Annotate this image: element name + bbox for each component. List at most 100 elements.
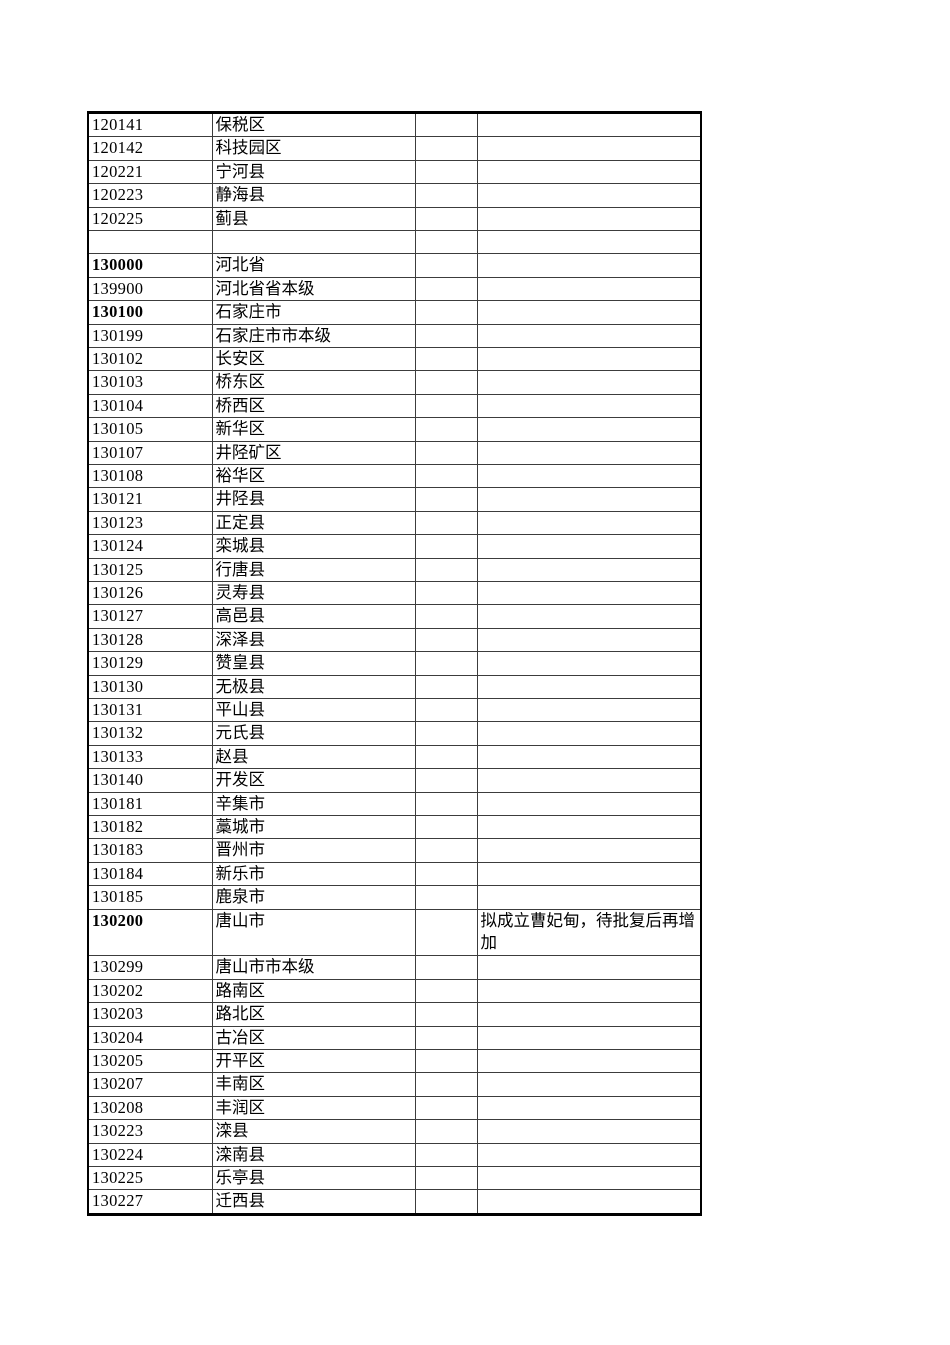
blank-cell — [414, 721, 478, 746]
code-cell: 130223 — [87, 1119, 213, 1144]
note-cell — [476, 463, 702, 489]
code-cell: 130299 — [87, 955, 213, 980]
table-row: 130182 藁城市 — [87, 815, 702, 840]
note-cell — [476, 300, 702, 325]
note-cell — [476, 838, 702, 863]
code-cell: 130126 — [87, 581, 213, 606]
code-cell: 120221 — [87, 159, 213, 185]
table-row: 130131 平山县 — [87, 698, 702, 723]
note-cell — [476, 510, 702, 536]
table-row: 130183 晋州市 — [87, 838, 702, 863]
name-cell: 静海县 — [211, 183, 416, 208]
table-row-empty — [87, 230, 702, 255]
table-row: 130105 新华区 — [87, 417, 702, 442]
note-cell — [476, 674, 702, 700]
note-cell — [476, 768, 702, 793]
table-row: 130124 栾城县 — [87, 534, 702, 559]
note-cell — [476, 417, 702, 442]
blank-cell — [414, 861, 478, 887]
name-cell: 裕华区 — [211, 463, 416, 489]
blank-cell — [414, 206, 478, 232]
name-cell: 丰润区 — [211, 1095, 416, 1121]
note-cell — [476, 698, 702, 723]
blank-cell — [414, 1165, 478, 1191]
name-cell: 桥东区 — [211, 370, 416, 395]
note-cell — [476, 111, 702, 138]
name-cell: 丰南区 — [211, 1072, 416, 1097]
code-cell: 130127 — [87, 604, 213, 629]
table-row: 130223 滦县 — [87, 1119, 702, 1144]
table-row: 130181 辛集市 — [87, 791, 702, 817]
note-cell — [476, 721, 702, 746]
name-cell: 乐亭县 — [211, 1165, 416, 1191]
code-cell: 130121 — [87, 487, 213, 512]
code-cell: 130185 — [87, 885, 213, 910]
code-cell: 130105 — [87, 417, 213, 442]
blank-cell — [414, 346, 478, 372]
blank-cell — [414, 159, 478, 185]
code-cell: 130129 — [87, 651, 213, 676]
blank-cell — [414, 651, 478, 676]
note-cell — [476, 440, 702, 465]
name-cell: 井陉矿区 — [211, 440, 416, 465]
note-cell — [476, 206, 702, 232]
name-cell: 古冶区 — [211, 1025, 416, 1050]
code-cell: 130225 — [87, 1165, 213, 1191]
table-row: 130202 路南区 — [87, 978, 702, 1004]
blank-cell — [414, 1189, 478, 1215]
blank-cell — [414, 393, 478, 419]
code-cell: 130000 — [87, 253, 213, 278]
table-row: 130100 石家庄市 — [87, 300, 702, 325]
code-cell: 130123 — [87, 510, 213, 536]
name-cell: 滦南县 — [211, 1142, 416, 1167]
blank-cell — [414, 1119, 478, 1144]
note-cell — [476, 744, 702, 770]
code-cell: 130202 — [87, 978, 213, 1004]
table-row: 130132 元氏县 — [87, 721, 702, 746]
note-cell — [476, 1048, 702, 1074]
blank-cell — [414, 791, 478, 817]
note-cell — [476, 1025, 702, 1050]
blank-cell — [414, 978, 478, 1004]
blank-cell — [414, 510, 478, 536]
code-cell: 130200 — [87, 908, 213, 957]
blank-cell — [414, 370, 478, 395]
note-cell — [476, 791, 702, 817]
name-cell: 唐山市市本级 — [211, 955, 416, 980]
blank-cell — [414, 183, 478, 208]
code-cell: 130104 — [87, 393, 213, 419]
name-cell: 河北省 — [211, 253, 416, 278]
table-row: 130140 开发区 — [87, 768, 702, 793]
table-row: 120221 宁河县 — [87, 159, 702, 185]
table-row: 130184 新乐市 — [87, 861, 702, 887]
note-cell — [476, 253, 702, 278]
code-cell: 130205 — [87, 1048, 213, 1074]
code-cell: 130140 — [87, 768, 213, 793]
code-cell: 130133 — [87, 744, 213, 770]
blank-cell — [414, 1025, 478, 1050]
blank-cell — [414, 815, 478, 840]
note-cell — [476, 393, 702, 419]
blank-cell — [414, 1072, 478, 1097]
note-cell — [476, 885, 702, 910]
name-cell: 新乐市 — [211, 861, 416, 887]
table-row: 130200 唐山市 拟成立曹妃甸，待批复后再增加 — [87, 908, 702, 957]
name-cell — [211, 230, 416, 255]
table-row: 130125 行唐县 — [87, 557, 702, 583]
name-cell: 正定县 — [211, 510, 416, 536]
table-row: 139900 河北省省本级 — [87, 276, 702, 302]
name-cell: 迁西县 — [211, 1189, 416, 1215]
blank-cell — [414, 627, 478, 653]
blank-cell — [414, 604, 478, 629]
note-cell — [476, 1072, 702, 1097]
code-cell: 130128 — [87, 627, 213, 653]
name-cell: 河北省省本级 — [211, 276, 416, 302]
note-cell — [476, 1165, 702, 1191]
name-cell: 深泽县 — [211, 627, 416, 653]
table-row: 130126 灵寿县 — [87, 581, 702, 606]
blank-cell — [414, 487, 478, 512]
code-cell: 120142 — [87, 136, 213, 161]
table-row: 130205 开平区 — [87, 1048, 702, 1074]
blank-cell — [414, 111, 478, 138]
note-cell — [476, 815, 702, 840]
